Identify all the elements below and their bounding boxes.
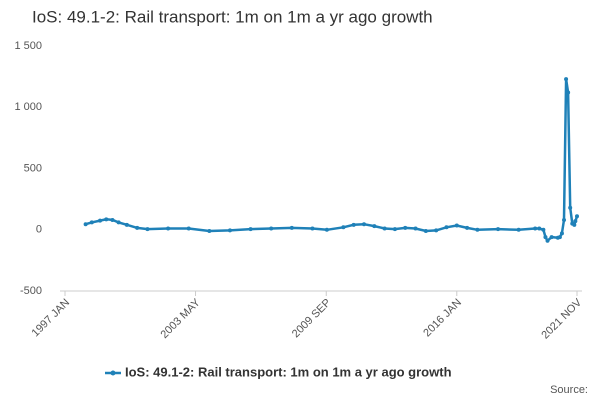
- point: [444, 225, 449, 230]
- point: [575, 214, 579, 219]
- point: [566, 90, 571, 95]
- point: [573, 219, 578, 224]
- point: [135, 225, 140, 230]
- x-tick-label: 1997 JAN: [30, 297, 73, 340]
- x-tick-label: 2016 JAN: [421, 297, 464, 340]
- point: [475, 227, 480, 232]
- y-tick-label: 500: [24, 162, 42, 174]
- y-tick-label: 0: [36, 224, 42, 236]
- x-tick-label: 2009 SEP: [290, 297, 334, 341]
- point: [533, 226, 538, 231]
- point: [186, 226, 191, 231]
- point: [465, 225, 470, 230]
- source: Source:: [550, 384, 588, 396]
- point: [568, 205, 573, 210]
- point: [269, 226, 274, 231]
- point: [341, 225, 346, 230]
- point: [543, 235, 548, 240]
- point: [413, 226, 418, 231]
- x-tick-label: 2003 MAY: [158, 296, 203, 341]
- point: [545, 238, 550, 243]
- point: [557, 235, 562, 240]
- point: [434, 228, 439, 233]
- point: [392, 227, 397, 232]
- point: [124, 222, 129, 227]
- point: [537, 226, 542, 231]
- point: [166, 226, 171, 231]
- legend-marker: [110, 370, 116, 376]
- point: [361, 222, 366, 227]
- point: [572, 222, 577, 227]
- point: [104, 217, 109, 222]
- point: [289, 225, 294, 230]
- point: [516, 227, 521, 232]
- point: [372, 224, 377, 229]
- point: [110, 217, 115, 222]
- y-tick-label: 1 500: [14, 40, 42, 52]
- point: [403, 225, 408, 230]
- point: [207, 228, 212, 233]
- y-tick-label: 1 000: [14, 101, 42, 113]
- y-tick-label: -500: [20, 285, 42, 297]
- point: [382, 226, 387, 231]
- point: [454, 223, 459, 228]
- point: [116, 220, 121, 225]
- point: [541, 227, 546, 232]
- point: [227, 228, 232, 233]
- point: [248, 227, 253, 232]
- point: [89, 220, 94, 225]
- point: [559, 231, 564, 236]
- point: [98, 218, 103, 223]
- point: [145, 227, 150, 232]
- point: [324, 227, 329, 232]
- chart-title: IoS: 49.1-2: Rail transport: 1m on 1m a …: [32, 7, 433, 26]
- point: [310, 226, 315, 231]
- point: [562, 217, 567, 222]
- legend-label: IoS: 49.1-2: Rail transport: 1m on 1m a …: [125, 364, 452, 379]
- x-tick-label: 2021 NOV: [539, 296, 584, 341]
- point: [83, 222, 88, 227]
- point: [423, 228, 428, 233]
- point: [351, 222, 356, 227]
- series-line: [85, 78, 579, 243]
- point: [549, 235, 554, 240]
- point: [564, 77, 569, 82]
- point: [496, 227, 501, 232]
